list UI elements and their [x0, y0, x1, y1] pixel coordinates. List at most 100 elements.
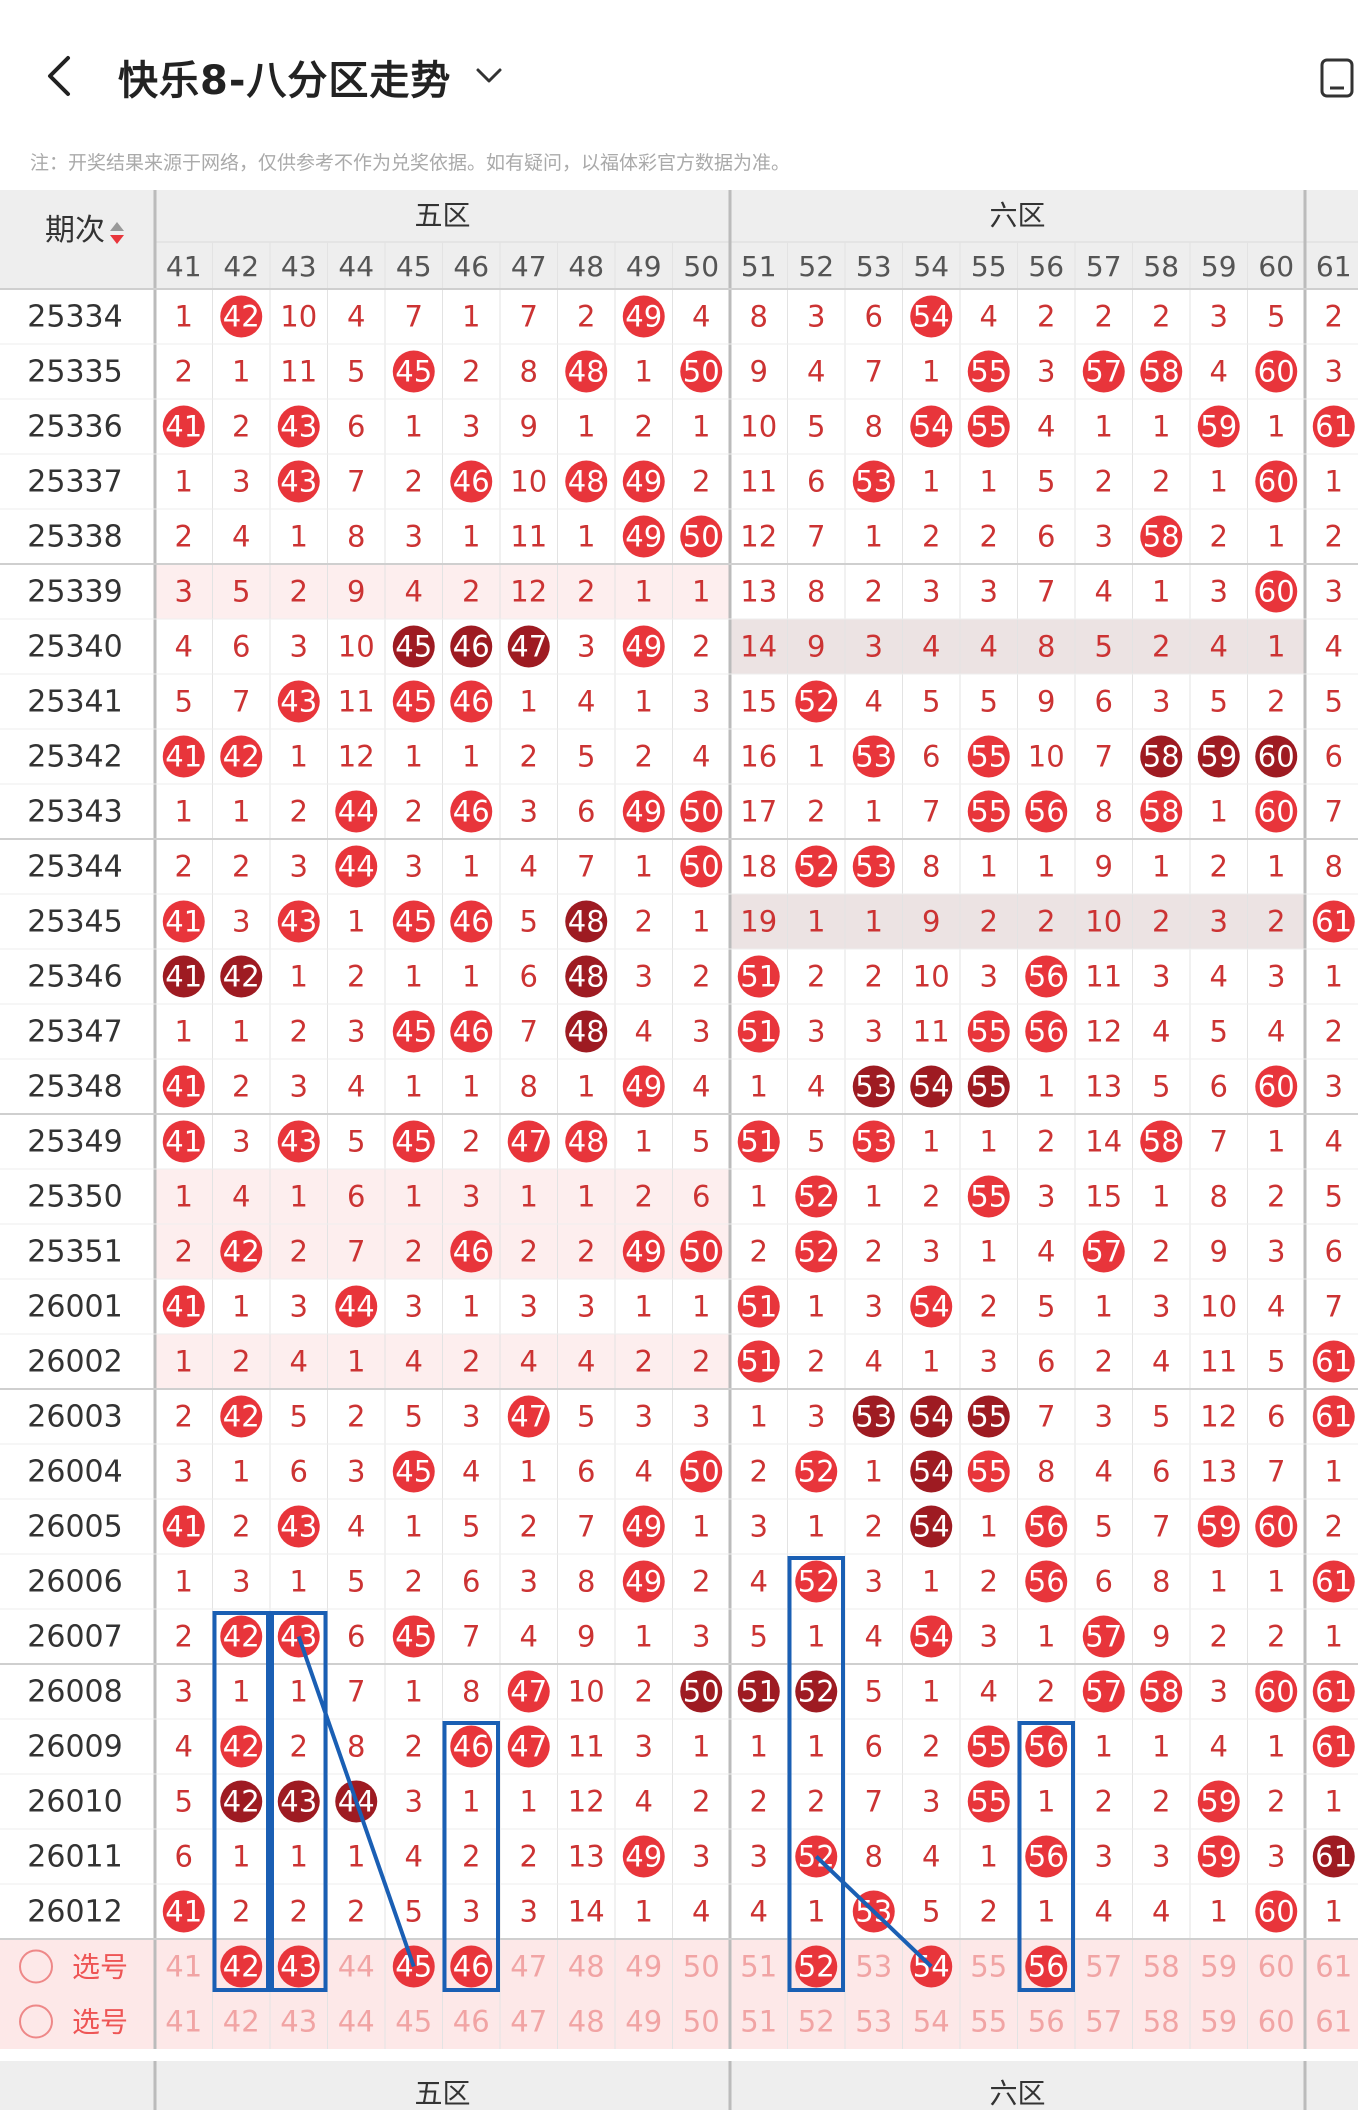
- selectable-number[interactable]: 59: [1200, 2005, 1237, 2039]
- missing-count: 4: [1037, 1235, 1055, 1269]
- missing-count: 2: [290, 1235, 308, 1269]
- selectable-number[interactable]: 58: [1143, 1950, 1180, 1984]
- drawn-number-ball: [1140, 1670, 1183, 1713]
- selected-number[interactable]: 43: [280, 1950, 317, 1984]
- selected-number[interactable]: 46: [453, 1950, 490, 1984]
- missing-count: 2: [750, 1785, 768, 1819]
- selected-number-ball[interactable]: [277, 1945, 320, 1988]
- missing-count: 5: [232, 575, 250, 609]
- drawn-number: 57: [1085, 1675, 1122, 1709]
- selectable-number[interactable]: 60: [1258, 2005, 1295, 2039]
- selectable-number[interactable]: 56: [1028, 2005, 1065, 2039]
- missing-count: 1: [922, 355, 940, 389]
- drawn-number-ball: [162, 1505, 205, 1548]
- selectable-number[interactable]: 47: [510, 1950, 547, 1984]
- missing-count: 7: [347, 1675, 365, 1709]
- selectable-number[interactable]: 54: [913, 2005, 950, 2039]
- selectable-number[interactable]: 51: [740, 1950, 777, 1984]
- drawn-number: 41: [165, 410, 202, 444]
- selected-number[interactable]: 56: [1028, 1950, 1065, 1984]
- selectable-number[interactable]: 41: [165, 2005, 202, 2039]
- selectable-number[interactable]: 57: [1085, 1950, 1122, 1984]
- selectable-number[interactable]: 45: [395, 2005, 432, 2039]
- selected-number[interactable]: 42: [223, 1950, 260, 1984]
- selectable-number[interactable]: 50: [683, 2005, 720, 2039]
- page-title[interactable]: 快乐8-八分区走势: [118, 58, 452, 104]
- chevron-down-icon[interactable]: [472, 60, 506, 90]
- missing-count: 2: [635, 1180, 653, 1214]
- missing-count: 2: [520, 1840, 538, 1874]
- drawn-number: 52: [798, 850, 835, 884]
- selectable-number[interactable]: 49: [625, 2005, 662, 2039]
- selected-number-ball[interactable]: [450, 1945, 493, 1988]
- selectable-number[interactable]: 59: [1200, 1950, 1237, 1984]
- select-row-label[interactable]: 选号: [72, 1951, 128, 1984]
- selectable-number[interactable]: 42: [223, 2005, 260, 2039]
- period-label: 25350: [27, 1180, 122, 1215]
- missing-count: 1: [865, 520, 883, 554]
- missing-count: 1: [1325, 1785, 1343, 1819]
- missing-count: 3: [405, 1785, 423, 1819]
- selected-number-ball[interactable]: [220, 1945, 263, 1988]
- select-radio[interactable]: [19, 1949, 53, 1984]
- selectable-number[interactable]: 41: [165, 1950, 202, 1984]
- missing-count: 1: [520, 1180, 538, 1214]
- drawn-number-ball: [1140, 790, 1183, 833]
- selectable-number[interactable]: 61: [1315, 1950, 1352, 1984]
- selectable-number[interactable]: 57: [1085, 2005, 1122, 2039]
- missing-count: 1: [1152, 575, 1170, 609]
- missing-count: 3: [750, 1840, 768, 1874]
- sort-arrows-icon[interactable]: [110, 222, 124, 244]
- missing-count: 4: [980, 300, 998, 334]
- selectable-number[interactable]: 44: [338, 1950, 375, 1984]
- missing-count: 9: [922, 905, 940, 939]
- selected-number-ball[interactable]: [1025, 1945, 1068, 1988]
- selectable-number[interactable]: 44: [338, 2005, 375, 2039]
- selectable-number[interactable]: 46: [453, 2005, 490, 2039]
- selectable-number[interactable]: 55: [970, 1950, 1007, 1984]
- selectable-number[interactable]: 50: [683, 1950, 720, 1984]
- select-radio[interactable]: [19, 2004, 53, 2039]
- missing-count: 1: [1037, 1895, 1055, 1929]
- selectable-number[interactable]: 43: [280, 2005, 317, 2039]
- drawn-number-ball: [162, 955, 205, 998]
- selectable-number[interactable]: 47: [510, 2005, 547, 2039]
- missing-count: 1: [807, 1730, 825, 1764]
- missing-count: 3: [175, 1455, 193, 1489]
- missing-count: 5: [1325, 1180, 1343, 1214]
- selected-number-ball[interactable]: [795, 1945, 838, 1988]
- missing-count: 1: [175, 300, 193, 334]
- selectable-number[interactable]: 53: [855, 2005, 892, 2039]
- missing-count: 3: [1325, 575, 1343, 609]
- drawn-number: 56: [1028, 1730, 1065, 1764]
- selected-number[interactable]: 52: [798, 1950, 835, 1984]
- missing-count: 3: [1152, 1840, 1170, 1874]
- selectable-number[interactable]: 51: [740, 2005, 777, 2039]
- period-column-header[interactable]: 期次: [45, 213, 105, 248]
- missing-count: 1: [692, 1510, 710, 1544]
- drawn-number-ball: [795, 845, 838, 888]
- drawn-number: 54: [913, 410, 950, 444]
- missing-count: 6: [1152, 1455, 1170, 1489]
- missing-count: 2: [1325, 520, 1343, 554]
- select-row-label[interactable]: 选号: [72, 2006, 128, 2039]
- missing-count: 1: [635, 1895, 653, 1929]
- missing-count: 8: [1325, 850, 1343, 884]
- selectable-number[interactable]: 53: [855, 1950, 892, 1984]
- selectable-number[interactable]: 55: [970, 2005, 1007, 2039]
- missing-count: 9: [347, 575, 365, 609]
- selectable-number[interactable]: 49: [625, 1950, 662, 1984]
- device-icon[interactable]: [1318, 56, 1358, 100]
- missing-count: 1: [405, 1070, 423, 1104]
- missing-count: 5: [462, 1510, 480, 1544]
- selectable-number[interactable]: 48: [568, 2005, 605, 2039]
- selectable-number[interactable]: 61: [1315, 2005, 1352, 2039]
- selectable-number[interactable]: 52: [798, 2005, 835, 2039]
- drawn-number: 48: [568, 1125, 605, 1159]
- back-arrow-icon[interactable]: [40, 52, 80, 100]
- drawn-number-ball: [1197, 1780, 1240, 1823]
- selectable-number[interactable]: 48: [568, 1950, 605, 1984]
- drawn-number-ball: [1197, 405, 1240, 448]
- selectable-number[interactable]: 58: [1143, 2005, 1180, 2039]
- selectable-number[interactable]: 60: [1258, 1950, 1295, 1984]
